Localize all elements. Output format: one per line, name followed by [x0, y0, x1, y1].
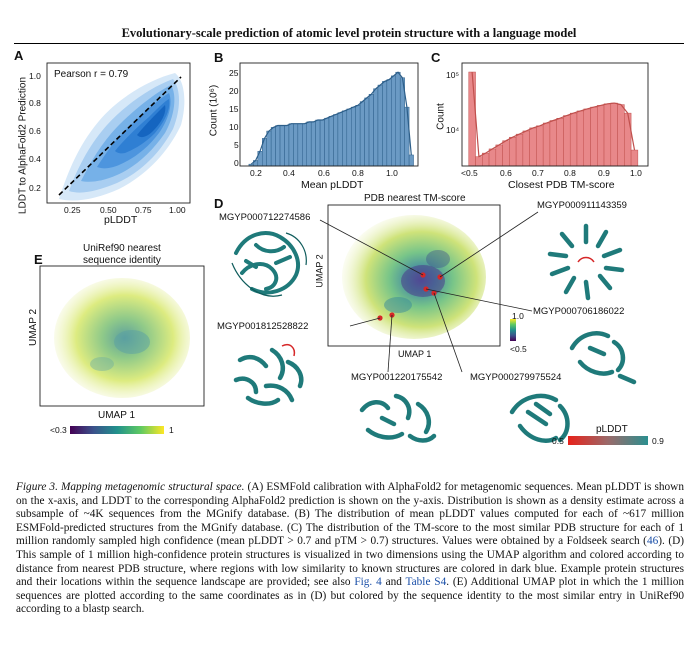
- panel-e-title-line2: sequence identity: [83, 255, 161, 266]
- panel-letter-b: B: [214, 50, 224, 65]
- panel-c-xlabel: Closest PDB TM-score: [508, 179, 615, 191]
- density-curve: [250, 71, 412, 165]
- structure-label: MGYP000279975524: [470, 372, 562, 383]
- umap-e-cluster: [90, 357, 114, 371]
- panel-b-ytick: 5: [234, 140, 239, 150]
- plddt-colorbar: [568, 436, 648, 445]
- panel-a-xtick: 1.00: [169, 205, 186, 215]
- caption-table-link[interactable]: Table S4: [405, 576, 447, 589]
- panel-a-density-plot: [46, 62, 191, 204]
- panel-letter-a: A: [14, 48, 24, 63]
- header-rule: [14, 43, 684, 44]
- panel-b-xtick: 0.6: [318, 168, 330, 178]
- panel-a-xtick: 0.50: [100, 205, 117, 215]
- panel-b-ytick: 0: [234, 158, 239, 168]
- panel-d-leader-lines: [319, 211, 539, 373]
- caption-text: . (E) Additional UMAP plot in which the …: [16, 576, 685, 616]
- structure-label: MGYP001812528822: [217, 321, 309, 332]
- caption-reference-link[interactable]: 46: [646, 535, 659, 548]
- panel-a-ytick: 0.4: [29, 154, 41, 164]
- panel-e-xlabel: UMAP 1: [98, 410, 136, 421]
- structure-label: MGYP000706186022: [533, 306, 625, 317]
- panel-b-xtick: 0.4: [283, 168, 295, 178]
- panel-b-xlabel: Mean pLDDT: [301, 179, 364, 191]
- plddt-colorbar-min: 0.5: [552, 436, 564, 446]
- panel-d-title: PDB nearest TM-score: [364, 193, 466, 204]
- panel-e-colorbar: [70, 426, 164, 434]
- protein-structure-image: [509, 393, 570, 443]
- caption-text: and: [381, 576, 406, 589]
- caption-text: ). (D) This sample of 1 million high-con…: [16, 535, 684, 589]
- panel-letter-d: D: [214, 196, 224, 211]
- panel-b-ytick: 15: [229, 104, 239, 114]
- umap-d-cluster: [384, 297, 412, 313]
- panel-e-ylabel: UMAP 2: [28, 308, 40, 347]
- page-header: Evolutionary-scale prediction of atomic …: [121, 26, 577, 40]
- panel-c-xtick: <0.5: [461, 168, 478, 178]
- panel-a-ytick: 0.2: [29, 183, 41, 193]
- structure-label: MGYP000712274586: [219, 212, 311, 223]
- panel-c-frame: [461, 62, 649, 167]
- panel-b-xtick: 0.2: [250, 168, 262, 178]
- panel-c-xtick: 1.0: [630, 168, 642, 178]
- panel-a-xlabel: pLDDT: [104, 214, 138, 226]
- plddt-colorbar-title: pLDDT: [596, 424, 628, 435]
- panel-d-umap-plot: [327, 204, 516, 347]
- density-level-6: [137, 105, 166, 138]
- caption-text: (A) ESMFold calibration with AlphaFold2 …: [16, 481, 684, 548]
- umap-d-cluster: [426, 250, 450, 268]
- umap-d-core: [401, 265, 445, 297]
- panel-d-colorbar-min: <0.5: [510, 344, 527, 354]
- panel-d-xlabel: UMAP 1: [398, 349, 432, 359]
- panel-c-xtick: 0.9: [598, 168, 610, 178]
- panel-c-histogram: [461, 62, 649, 167]
- panel-a-ytick: 0.6: [29, 126, 41, 136]
- panel-a-xtick: 0.25: [64, 205, 81, 215]
- caption-figure-label: Figure 3. Mapping metagenomic structural…: [16, 481, 245, 493]
- panel-d-colorbar-max: 1.0: [512, 311, 524, 321]
- structure-label: MGYP000911143359: [537, 200, 627, 211]
- panel-c-xtick: 0.7: [532, 168, 544, 178]
- panel-b-ytick: 20: [229, 86, 239, 96]
- panel-c-ytick: 10⁵: [446, 70, 459, 80]
- protein-structure-image: [231, 231, 307, 297]
- umap-e-cluster: [114, 330, 150, 354]
- panel-d-colorbar: [510, 319, 516, 341]
- panel-a-xtick: 0.75: [135, 205, 152, 215]
- panel-b-histogram: [239, 62, 419, 167]
- protein-structure-image: [547, 223, 625, 301]
- structure-label: MGYP001220175542: [351, 372, 443, 383]
- panel-c-xtick: 0.6: [500, 168, 512, 178]
- panel-e-colorbar-min: <0.3: [50, 425, 67, 435]
- panel-a-ytick: 1.0: [29, 71, 41, 81]
- panel-letter-e: E: [34, 252, 43, 267]
- density-level-5: [115, 99, 170, 154]
- panel-a-annotation: Pearson r = 0.79: [54, 69, 129, 80]
- caption-figure-link[interactable]: Fig. 4: [354, 576, 382, 589]
- protein-structure-image: [233, 344, 304, 406]
- panel-b-ytick: 10: [229, 122, 239, 132]
- panel-letter-c: C: [431, 50, 441, 65]
- panel-c-xtick: 0.8: [564, 168, 576, 178]
- protein-structure-image: [359, 393, 437, 443]
- panel-e-umap-plot: [39, 265, 205, 407]
- panel-b-xtick: 1.0: [386, 168, 398, 178]
- panel-c-ytick: 10⁴: [446, 125, 460, 135]
- panel-a-fit-line: [58, 76, 182, 196]
- plddt-colorbar-max: 0.9: [652, 436, 664, 446]
- figure-caption: Figure 3. Mapping metagenomic structural…: [16, 481, 684, 617]
- protein-structure-image: [569, 331, 637, 385]
- panel-e-title-line1: UniRef90 nearest: [83, 243, 161, 254]
- density-curve: [471, 71, 636, 158]
- panel-e-colorbar-max: 1: [169, 425, 174, 435]
- panel-b-ytick: 25: [229, 68, 239, 78]
- panel-a-ytick: 0.8: [29, 98, 41, 108]
- panel-b-frame: [239, 62, 419, 167]
- panel-a-frame: [46, 62, 191, 204]
- density-level-4: [97, 93, 171, 169]
- panel-b-xtick: 0.8: [352, 168, 364, 178]
